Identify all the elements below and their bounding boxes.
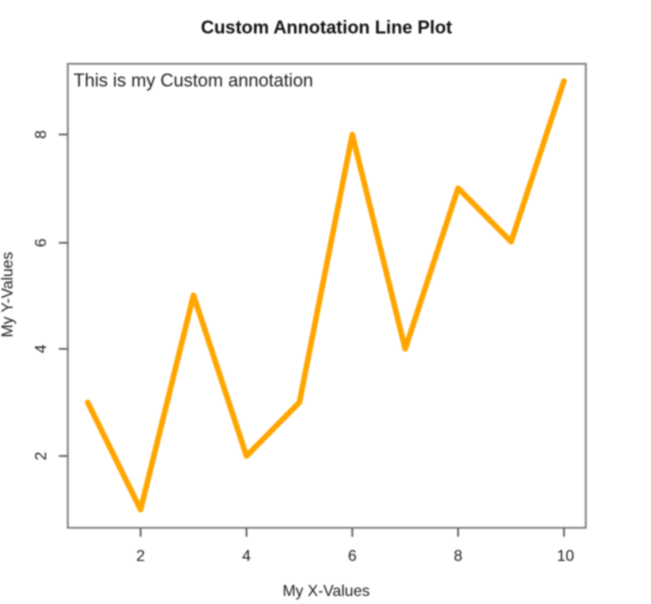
svg-text:My Y-Values: My Y-Values — [0, 252, 17, 338]
svg-text:4: 4 — [242, 548, 251, 565]
svg-text:8: 8 — [33, 130, 50, 139]
svg-text:2: 2 — [136, 548, 145, 565]
svg-text:6: 6 — [33, 238, 50, 247]
svg-text:10: 10 — [557, 548, 575, 565]
svg-text:2: 2 — [33, 452, 50, 461]
svg-text:My X-Values: My X-Values — [283, 583, 370, 600]
svg-text:8: 8 — [454, 548, 463, 565]
svg-text:4: 4 — [33, 344, 50, 353]
svg-text:This is my Custom annotation: This is my Custom annotation — [74, 70, 314, 90]
svg-text:Custom Annotation Line Plot: Custom Annotation Line Plot — [201, 17, 452, 38]
svg-text:6: 6 — [348, 548, 357, 565]
